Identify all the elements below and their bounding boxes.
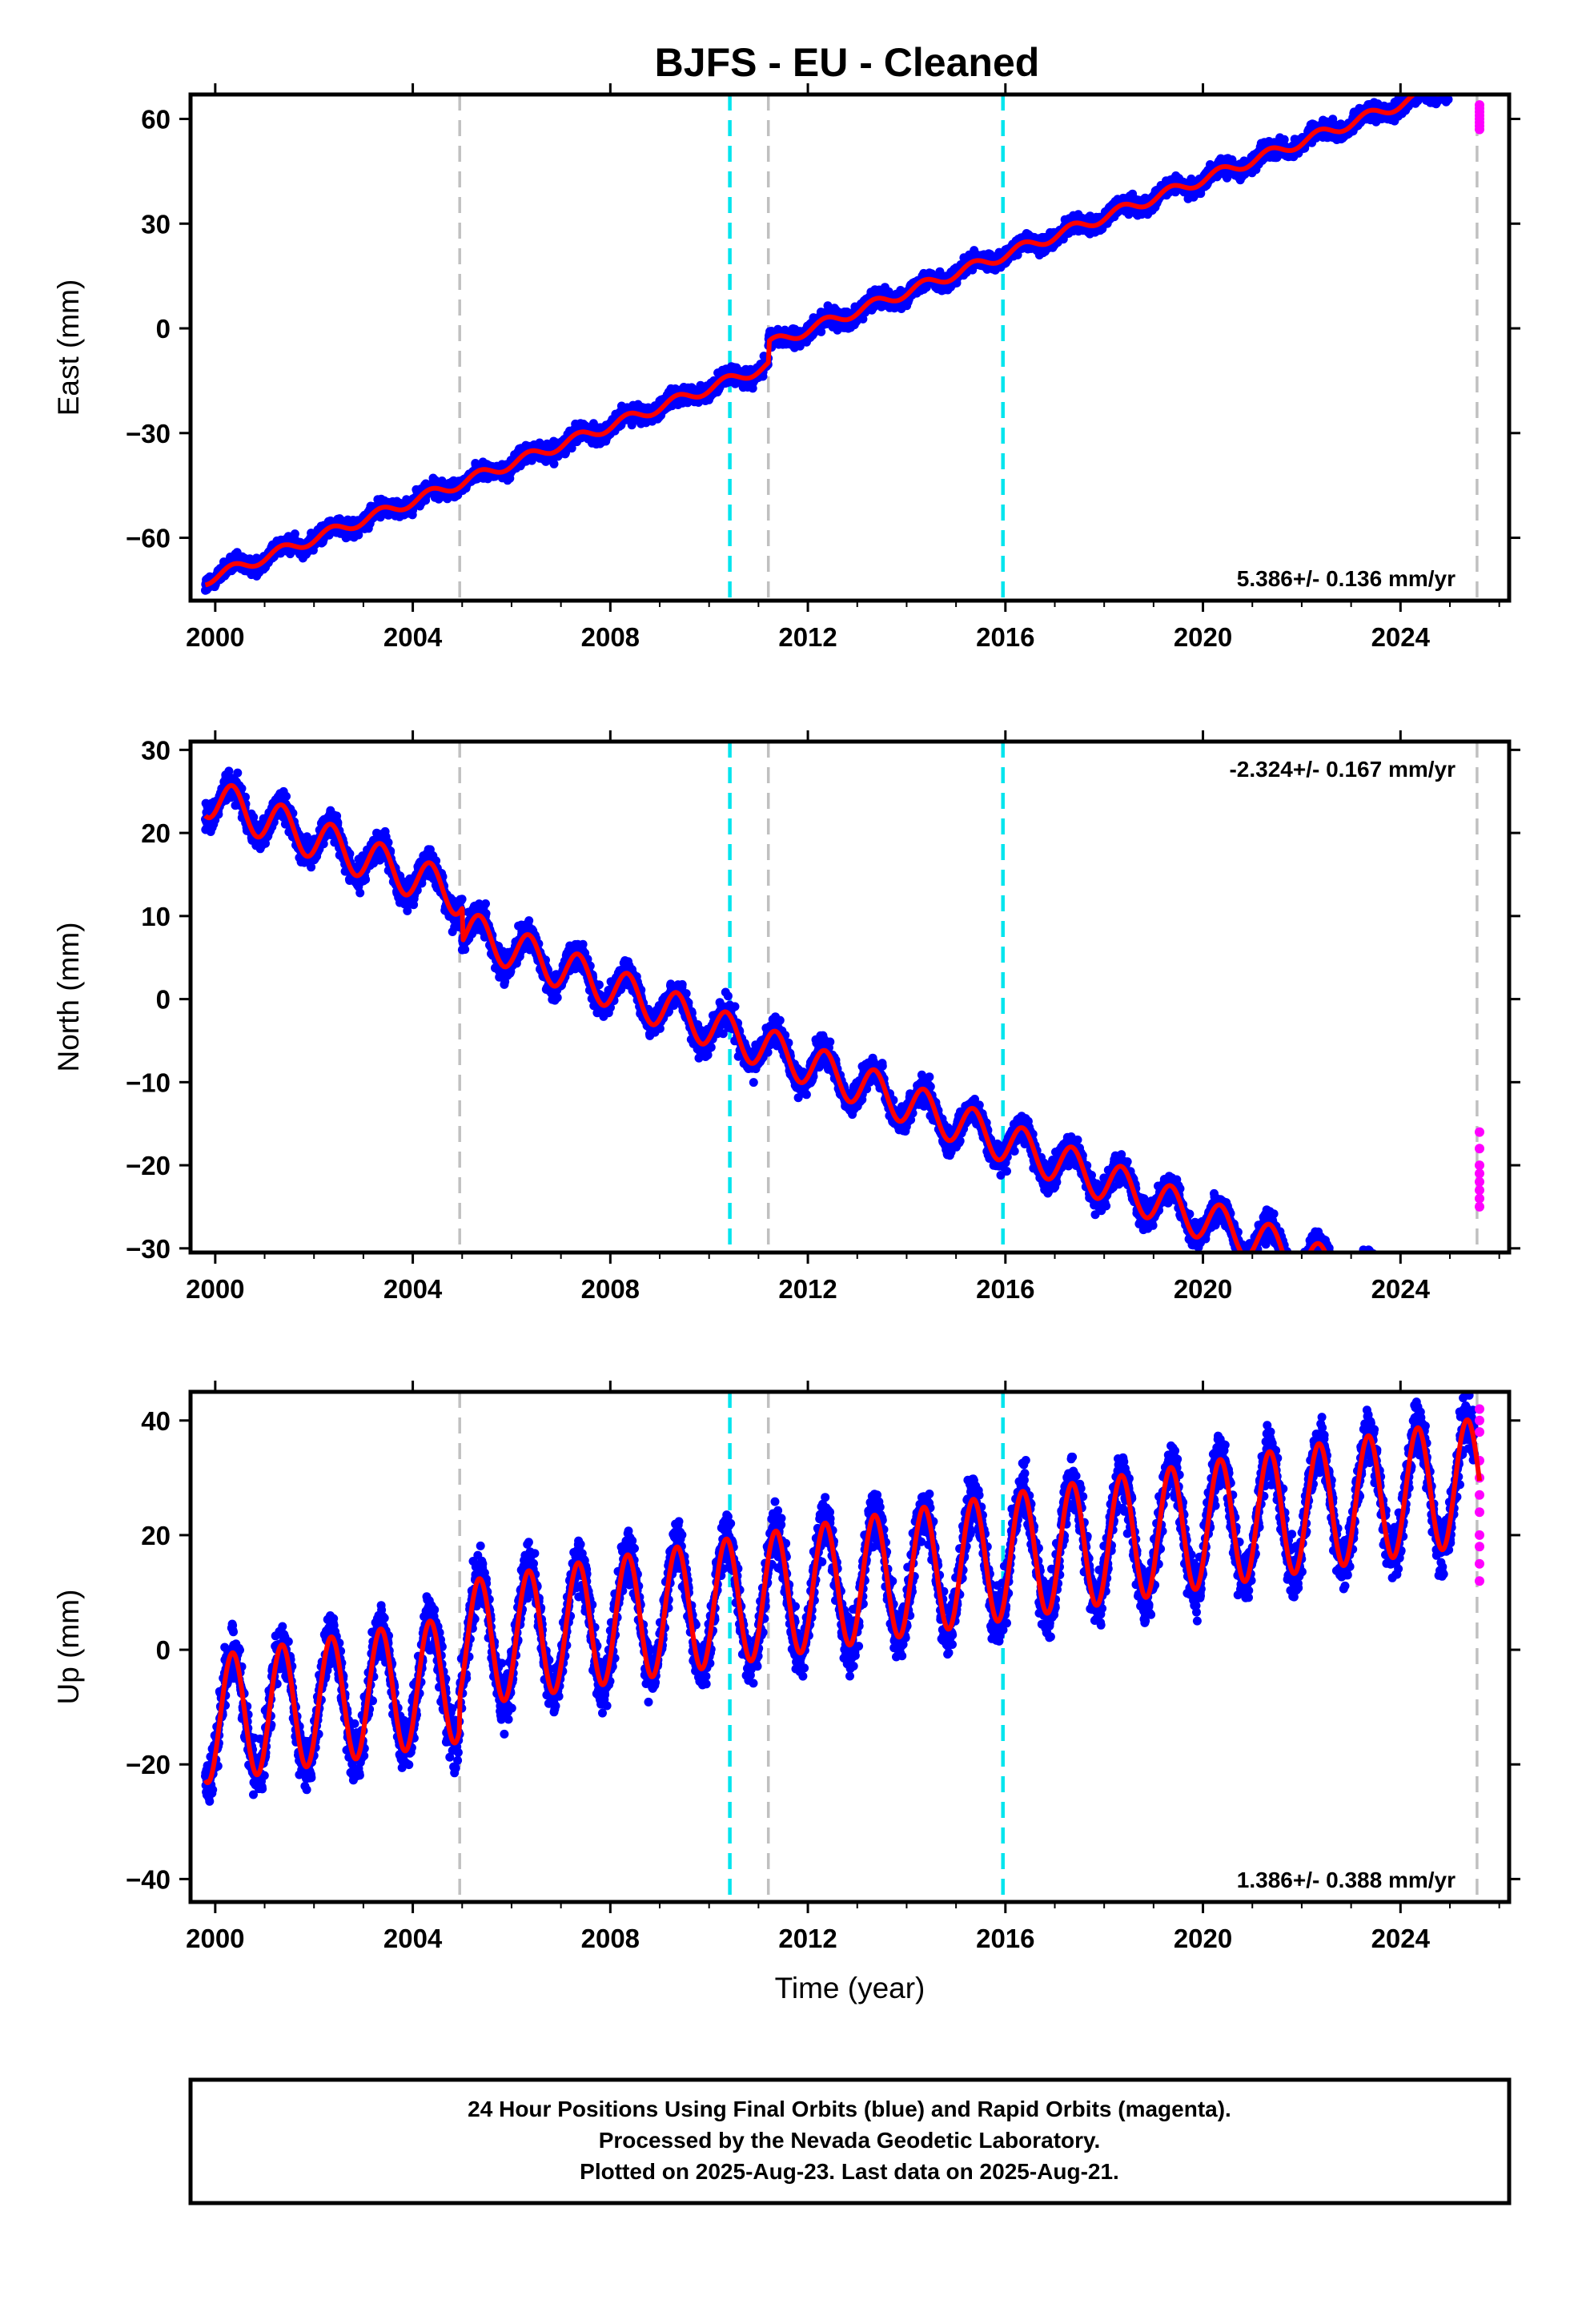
- plot-area: [201, 94, 1484, 601]
- figure-title: BJFS - EU - Cleaned: [655, 40, 1040, 85]
- data-point: [549, 459, 559, 468]
- east-panel: 2000 2004 2008 2012 2016 2020 2024−60−3003060E…: [52, 83, 1520, 652]
- data-point: [290, 529, 299, 539]
- final-orbit-points: [201, 94, 1457, 595]
